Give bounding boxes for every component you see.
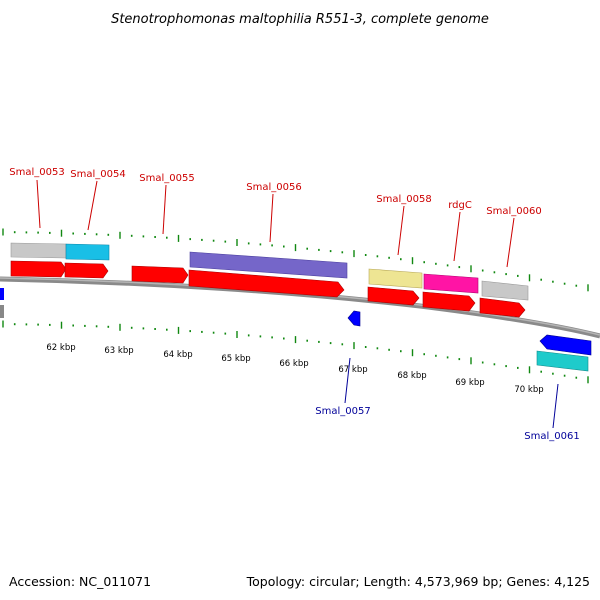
gene-smal-0054[interactable]	[64, 243, 110, 279]
gene-label-smal-0061[interactable]: Smal_0061	[524, 431, 579, 442]
cds-smal-0055[interactable]	[131, 265, 189, 284]
gene-smal-0060[interactable]	[479, 280, 529, 318]
kbp-label-64: 64 kbp	[163, 350, 192, 360]
leader-lines-bottom	[344, 357, 559, 429]
gene-label-smal-0053[interactable]: Smal_0053	[9, 167, 64, 178]
kbp-label-67: 67 kbp	[338, 365, 367, 375]
partial-gene-left-blue[interactable]	[0, 288, 4, 300]
cds-smal-0056[interactable]	[188, 269, 345, 298]
kbp-label-68: 68 kbp	[397, 371, 426, 381]
cds-smal-0054[interactable]	[64, 262, 109, 279]
leader-smal-0058	[397, 205, 405, 256]
gene-smal-0055[interactable]	[131, 265, 189, 284]
gene-smal-0060-bar	[481, 280, 529, 301]
cds-smal-0058[interactable]	[367, 286, 420, 306]
cds-smal-0061[interactable]	[539, 334, 592, 356]
leader-smal-0056	[269, 193, 274, 243]
gene-smal-0058[interactable]	[367, 268, 423, 306]
gene-rdgc-bar	[423, 273, 479, 294]
gene-smal-0061[interactable]	[536, 334, 592, 372]
gene-smal-0056[interactable]	[188, 251, 348, 298]
leader-smal-0061	[552, 383, 559, 429]
kbp-label-69: 69 kbp	[455, 378, 484, 388]
tick-row-top	[2, 228, 589, 292]
kbp-label-62: 62 kbp	[46, 343, 75, 353]
gene-label-rdgc[interactable]: rdgC	[448, 200, 472, 211]
kbp-label-65: 65 kbp	[221, 354, 250, 364]
gene-smal-0053-bar	[10, 242, 67, 259]
leader-rdgc	[453, 211, 461, 262]
leader-lines-top	[36, 179, 515, 268]
gene-rdgc[interactable]	[422, 273, 479, 312]
partial-gene-left-grey[interactable]	[0, 305, 4, 318]
leader-smal-0053	[36, 179, 41, 229]
cds-smal-0060[interactable]	[479, 297, 526, 318]
gene-smal-0053[interactable]	[10, 242, 67, 278]
map-title: Stenotrophomonas maltophilia R551-3, com…	[111, 12, 489, 27]
gene-label-smal-0055[interactable]: Smal_0055	[139, 173, 194, 184]
cds-smal-0053[interactable]	[10, 260, 67, 278]
gene-label-smal-0056[interactable]: Smal_0056	[246, 182, 301, 193]
gene-smal-0061-bar	[536, 350, 589, 372]
gene-label-smal-0054[interactable]: Smal_0054	[70, 169, 125, 180]
gene-label-smal-0058[interactable]: Smal_0058	[376, 194, 431, 205]
gene-label-smal-0057[interactable]: Smal_0057	[315, 406, 370, 417]
tick-row-bottom	[2, 320, 589, 384]
gene-label-smal-0060[interactable]: Smal_0060	[486, 206, 541, 217]
cds-smal-0057[interactable]	[347, 310, 361, 327]
kbp-label-70: 70 kbp	[514, 385, 543, 395]
genome-summary: Topology: circular; Length: 4,573,969 bp…	[246, 574, 590, 589]
kbp-label-63: 63 kbp	[104, 346, 133, 356]
leader-smal-0054	[87, 180, 98, 231]
gene-smal-0056-bar	[189, 251, 348, 279]
leader-smal-0060	[506, 217, 515, 268]
leader-smal-0055	[162, 184, 167, 235]
accession-label: Accession: NC_011071	[9, 574, 152, 589]
gene-smal-0054-bar	[65, 243, 110, 261]
gene-smal-0057[interactable]	[347, 310, 361, 327]
gene-smal-0058-bar	[368, 268, 423, 289]
cds-rdgc[interactable]	[422, 291, 476, 312]
kbp-label-66: 66 kbp	[279, 359, 308, 369]
leader-smal-0057	[344, 357, 351, 404]
